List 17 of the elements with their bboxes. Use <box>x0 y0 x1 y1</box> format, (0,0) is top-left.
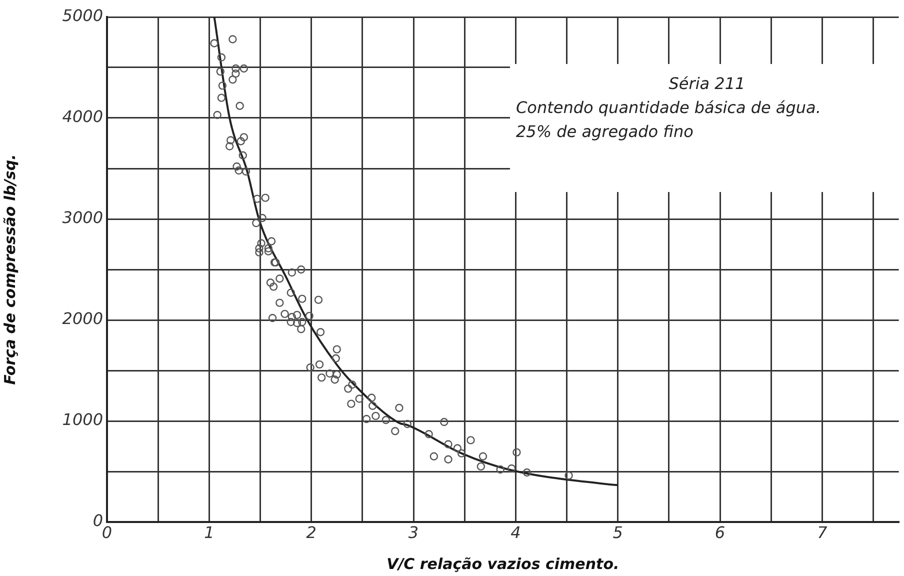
y-axis-title: Força de compressão lb/sq. <box>0 154 19 385</box>
x-tick-label: 5 <box>612 522 623 542</box>
annotation: Contendo quantidade básica de água. <box>516 97 822 119</box>
x-axis-title: V/C relação vazios cimento. <box>386 554 620 573</box>
x-tick-label: 6 <box>714 522 726 542</box>
annotation: 25% de agregado fino <box>516 121 694 143</box>
x-tick-label: 1 <box>204 522 214 542</box>
y-tick-label: 5000 <box>62 6 103 26</box>
annotation: Séria 211 <box>668 73 746 95</box>
x-tick-label: 3 <box>408 522 419 542</box>
y-tick-label: 3000 <box>62 208 103 228</box>
x-tick-label: 2 <box>306 522 316 542</box>
x-tick-label: 7 <box>817 522 828 542</box>
y-tick-label: 2000 <box>62 309 103 328</box>
y-tick-label: 1000 <box>62 410 103 430</box>
y-tick-label: 4000 <box>62 107 103 126</box>
x-tick-label: 4 <box>510 522 521 542</box>
